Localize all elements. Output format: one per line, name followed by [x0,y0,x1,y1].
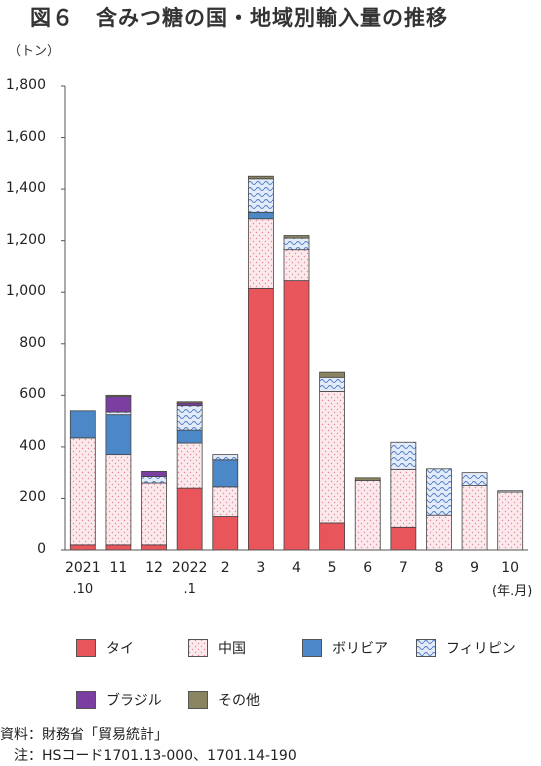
y-tick-label: 1,000 [5,283,46,300]
x-tick-label: 2022 [171,560,208,576]
bar-segment-other [247,175,274,180]
x-tick-sublabel: .10 [72,582,94,597]
bar-segment-bolivia [105,414,132,456]
bar-segment-thai [69,544,96,551]
bar-segment-china [497,491,524,551]
y-tick-label: 600 [19,386,46,403]
bar-segment-china [141,482,167,546]
y-tick-label: 1,400 [5,180,46,197]
bar-segment-bolivia [247,211,274,220]
bar-segment-thai [212,516,239,551]
legend-item-bolivia: ボリビア [302,638,388,658]
y-tick-label: 800 [19,334,46,351]
bar-segment-china [461,485,488,551]
x-unit-label: (年.月) [492,584,533,599]
legend-label-brazil: ブラジル [106,693,162,709]
x-tick-label: 2021 [64,560,101,576]
y-tick-label: 1,200 [5,231,46,248]
bar-segment-thai [176,487,203,551]
bar-segment-bolivia [176,429,203,444]
bar-segment-brazil [141,470,167,477]
bar-segment-philippines [176,405,203,431]
bar-segment-philippines [390,441,417,470]
bar-segment-china [69,437,96,546]
x-tick-sublabel: .1 [183,582,196,597]
bar-segment-thai [141,544,167,551]
legend-swatch-philippines [416,639,436,657]
x-tick-label: 4 [292,560,301,576]
x-tick-label: 7 [398,560,408,576]
legend-swatch-brazil [76,691,96,709]
bar-segment-other [319,371,346,378]
bar-segment-other [283,235,310,239]
bar-segment-bolivia [212,459,239,488]
chart-title: 図６ 含みつ糖の国・地域別輸入量の推移 [30,6,448,30]
x-tick-label: 10 [501,560,520,576]
y-tick-label: 200 [19,489,46,506]
x-tick-label: 3 [256,560,266,576]
bar-segment-other [176,401,203,404]
legend-item-thai: タイ [76,638,134,658]
bar-segment-philippines [426,468,452,516]
x-tick-label: 11 [109,560,128,576]
bar-segment-philippines [141,476,167,484]
bar-segment-philippines [247,178,274,213]
legend-swatch-china [188,639,208,657]
legend-label-thai: タイ [106,641,134,657]
legend-swatch-other [188,691,208,709]
bar-segment-china [283,249,310,282]
legend-swatch-thai [76,639,96,657]
bar-segment-bolivia [69,410,96,439]
legend-label-china: 中国 [218,641,246,657]
bar-segment-thai [319,522,346,551]
bar-segment-philippines [497,490,524,493]
bar-segment-china [247,218,274,289]
bar-segment-philippines [212,454,239,461]
bar-segment-china [212,486,239,517]
bar-segment-other [354,477,381,481]
bar-segment-china [319,391,346,524]
bar-segment-thai [247,287,274,551]
legend-swatch-bolivia [302,639,322,657]
legend-item-other: その他 [188,690,260,710]
bar-segment-china [390,468,417,528]
bar-segment-china [105,454,132,546]
x-tick-label: 12 [145,560,163,576]
bar-segment-thai [105,544,132,551]
legend-label-bolivia: ボリビア [332,641,388,657]
y-tick-label: 400 [19,437,46,454]
legend-label-other: その他 [218,693,260,709]
bar-segment-brazil [105,396,132,413]
legend-item-philippines: フィリピン [416,638,516,658]
bar-segment-china [426,514,452,551]
x-tick-label: 5 [327,560,337,576]
bar-segment-philippines [283,237,310,251]
y-tick-label: 1,800 [5,77,46,93]
legend-item-brazil: ブラジル [76,690,162,710]
bar-segment-china [176,442,203,489]
bar-segment-thai [390,526,417,551]
bar-segment-philippines [461,472,488,486]
x-tick-label: 9 [470,560,480,576]
bar-segment-china [354,479,381,551]
source-note: 資料：財務省「貿易統計」 [0,727,168,743]
y-unit-label: （トン） [8,44,61,59]
footnote: 注：HSコード1701.13-000、1701.14-190 [0,748,297,764]
legend-item-china: 中国 [188,638,246,658]
bar-segment-other [105,394,132,398]
x-tick-label: 8 [434,560,444,576]
legend-label-philippines: フィリピン [446,641,516,657]
x-tick-label: 6 [363,560,373,576]
bar-segment-thai [283,280,310,551]
bar-segment-philippines [319,376,346,392]
x-tick-label: 2 [220,560,230,576]
y-tick-label: 1,600 [5,128,46,145]
y-tick-label: 0 [37,541,46,557]
